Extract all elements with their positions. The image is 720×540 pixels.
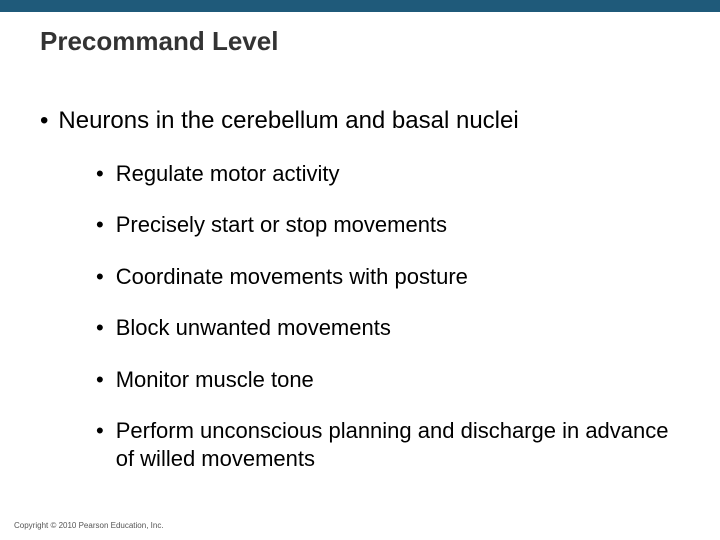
main-bullet-text: Neurons in the cerebellum and basal nucl… bbox=[58, 107, 518, 136]
slide-content: • Neurons in the cerebellum and basal nu… bbox=[0, 57, 720, 472]
sub-bullet: • Monitor muscle tone bbox=[96, 366, 680, 394]
bullet-dot: • bbox=[96, 314, 104, 342]
sub-bullet-list: • Regulate motor activity • Precisely st… bbox=[40, 160, 680, 473]
sub-bullet: • Perform unconscious planning and disch… bbox=[96, 417, 680, 472]
sub-bullet-text: Block unwanted movements bbox=[116, 314, 680, 342]
sub-bullet-text: Coordinate movements with posture bbox=[116, 263, 680, 291]
sub-bullet: • Coordinate movements with posture bbox=[96, 263, 680, 291]
slide-title: Precommand Level bbox=[0, 12, 720, 57]
bullet-dot: • bbox=[96, 160, 104, 188]
bullet-dot: • bbox=[96, 211, 104, 239]
bullet-dot: • bbox=[96, 417, 104, 445]
sub-bullet: • Regulate motor activity bbox=[96, 160, 680, 188]
sub-bullet-text: Monitor muscle tone bbox=[116, 366, 680, 394]
copyright-notice: Copyright © 2010 Pearson Education, Inc. bbox=[14, 521, 164, 530]
bullet-dot: • bbox=[96, 263, 104, 291]
main-bullet: • Neurons in the cerebellum and basal nu… bbox=[40, 107, 680, 136]
sub-bullet: • Block unwanted movements bbox=[96, 314, 680, 342]
sub-bullet-text: Perform unconscious planning and dischar… bbox=[116, 417, 680, 472]
sub-bullet-text: Regulate motor activity bbox=[116, 160, 680, 188]
sub-bullet: • Precisely start or stop movements bbox=[96, 211, 680, 239]
header-accent-bar bbox=[0, 0, 720, 12]
sub-bullet-text: Precisely start or stop movements bbox=[116, 211, 680, 239]
bullet-dot: • bbox=[96, 366, 104, 394]
bullet-dot: • bbox=[40, 107, 48, 136]
